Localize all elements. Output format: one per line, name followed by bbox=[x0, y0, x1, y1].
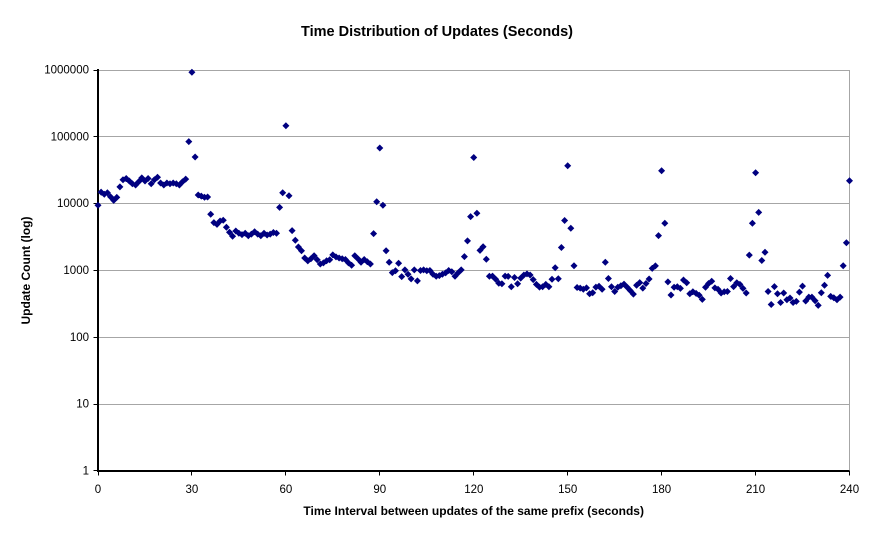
svg-text:150: 150 bbox=[558, 484, 577, 496]
svg-text:210: 210 bbox=[746, 484, 765, 496]
svg-text:1: 1 bbox=[83, 466, 89, 478]
svg-text:Time Distribution of Updates (: Time Distribution of Updates (Seconds) bbox=[301, 24, 573, 40]
svg-text:100: 100 bbox=[70, 332, 89, 344]
svg-text:0: 0 bbox=[95, 484, 101, 496]
svg-text:60: 60 bbox=[280, 484, 293, 496]
svg-text:120: 120 bbox=[464, 484, 483, 496]
svg-text:Update Count (log): Update Count (log) bbox=[19, 217, 33, 325]
svg-text:Time Interval between updates: Time Interval between updates of the sam… bbox=[303, 504, 644, 518]
svg-text:1000000: 1000000 bbox=[44, 65, 89, 77]
svg-text:240: 240 bbox=[840, 484, 859, 496]
svg-text:30: 30 bbox=[186, 484, 199, 496]
svg-text:180: 180 bbox=[652, 484, 671, 496]
svg-text:1000: 1000 bbox=[63, 265, 89, 277]
svg-text:10: 10 bbox=[76, 399, 89, 411]
svg-text:90: 90 bbox=[373, 484, 386, 496]
svg-text:10000: 10000 bbox=[57, 198, 89, 210]
svg-text:100000: 100000 bbox=[51, 131, 89, 143]
